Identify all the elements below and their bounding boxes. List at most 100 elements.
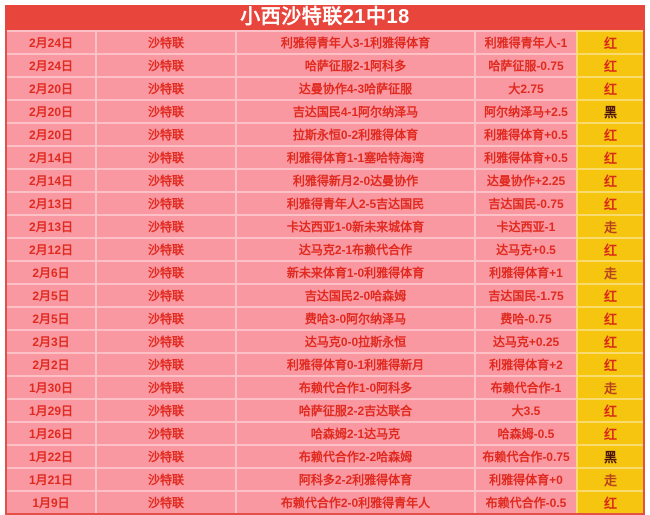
table-row: 2月24日 沙特联 利雅得青年人3-1利雅得体育 利雅得青年人-1 红 — [7, 30, 643, 53]
table-row: 1月29日 沙特联 哈萨征服2-2吉达联合 大3.5 红 — [7, 398, 643, 421]
match-cell: 卡达西亚1-0新未来城体育 — [235, 214, 474, 237]
league-cell: 沙特联 — [95, 53, 235, 76]
league-cell: 沙特联 — [95, 191, 235, 214]
league-cell: 沙特联 — [95, 306, 235, 329]
match-cell: 利雅得体育1-1塞哈特海湾 — [235, 145, 474, 168]
match-cell: 吉达国民2-0哈森姆 — [235, 283, 474, 306]
table-row: 2月20日 沙特联 达曼协作4-3哈萨征服 大2.75 红 — [7, 76, 643, 99]
date-cell: 1月22日 — [7, 444, 95, 467]
result-cell: 红 — [576, 145, 643, 168]
handicap-cell: 阿尔纳泽马+2.5 — [474, 99, 576, 122]
match-cell: 达马克0-0拉斯永恒 — [235, 329, 474, 352]
table-row: 2月12日 沙特联 达马克2-1布赖代合作 达马克+0.5 红 — [7, 237, 643, 260]
match-cell: 布赖代合作2-0利雅得青年人 — [235, 490, 474, 513]
league-cell: 沙特联 — [95, 145, 235, 168]
handicap-cell: 利雅得体育+0.5 — [474, 122, 576, 145]
league-cell: 沙特联 — [95, 283, 235, 306]
match-cell: 哈萨征服2-1阿科多 — [235, 53, 474, 76]
handicap-cell: 利雅得体育+0 — [474, 467, 576, 490]
result-cell: 黑 — [576, 99, 643, 122]
date-cell: 1月26日 — [7, 421, 95, 444]
table-row: 2月20日 沙特联 拉斯永恒0-2利雅得体育 利雅得体育+0.5 红 — [7, 122, 643, 145]
table-row: 2月24日 沙特联 哈萨征服2-1阿科多 哈萨征服-0.75 红 — [7, 53, 643, 76]
league-cell: 沙特联 — [95, 99, 235, 122]
handicap-cell: 利雅得体育+0.5 — [474, 145, 576, 168]
league-cell: 沙特联 — [95, 398, 235, 421]
handicap-cell: 布赖代合作-1 — [474, 375, 576, 398]
match-cell: 利雅得新月2-0达曼协作 — [235, 168, 474, 191]
match-cell: 阿科多2-2利雅得体育 — [235, 467, 474, 490]
record-table: 2月24日 沙特联 利雅得青年人3-1利雅得体育 利雅得青年人-1 红 2月24… — [5, 30, 645, 515]
date-cell: 2月24日 — [7, 30, 95, 53]
date-cell: 2月13日 — [7, 214, 95, 237]
table-row: 1月21日 沙特联 阿科多2-2利雅得体育 利雅得体育+0 走 — [7, 467, 643, 490]
league-cell: 沙特联 — [95, 467, 235, 490]
handicap-cell: 利雅得青年人-1 — [474, 30, 576, 53]
handicap-cell: 利雅得体育+2 — [474, 352, 576, 375]
result-cell: 红 — [576, 76, 643, 99]
table-row: 1月22日 沙特联 布赖代合作2-2哈森姆 布赖代合作-0.75 黑 — [7, 444, 643, 467]
league-cell: 沙特联 — [95, 76, 235, 99]
match-cell: 达曼协作4-3哈萨征服 — [235, 76, 474, 99]
table-row: 2月13日 沙特联 利雅得青年人2-5吉达国民 吉达国民-0.75 红 — [7, 191, 643, 214]
match-cell: 利雅得青年人2-5吉达国民 — [235, 191, 474, 214]
match-cell: 费哈3-0阿尔纳泽马 — [235, 306, 474, 329]
league-cell: 沙特联 — [95, 490, 235, 513]
result-cell: 红 — [576, 283, 643, 306]
league-cell: 沙特联 — [95, 237, 235, 260]
handicap-cell: 吉达国民-0.75 — [474, 191, 576, 214]
league-cell: 沙特联 — [95, 444, 235, 467]
date-cell: 2月20日 — [7, 122, 95, 145]
table-body: 2月24日 沙特联 利雅得青年人3-1利雅得体育 利雅得青年人-1 红 2月24… — [7, 30, 643, 513]
date-cell: 2月3日 — [7, 329, 95, 352]
page-title: 小西沙特联21中18 — [5, 5, 645, 30]
record-board: 小西沙特联21中18 2月24日 沙特联 利雅得青年人3-1利雅得体育 利雅得青… — [5, 5, 645, 515]
table-row: 2月2日 沙特联 利雅得体育0-1利雅得新月 利雅得体育+2 红 — [7, 352, 643, 375]
league-cell: 沙特联 — [95, 329, 235, 352]
date-cell: 2月24日 — [7, 53, 95, 76]
table-row: 2月6日 沙特联 新未来体育1-0利雅得体育 利雅得体育+1 走 — [7, 260, 643, 283]
date-cell: 1月21日 — [7, 467, 95, 490]
table-row: 2月14日 沙特联 利雅得体育1-1塞哈特海湾 利雅得体育+0.5 红 — [7, 145, 643, 168]
result-cell: 红 — [576, 398, 643, 421]
handicap-cell: 吉达国民-1.75 — [474, 283, 576, 306]
handicap-cell: 大2.75 — [474, 76, 576, 99]
table-row: 1月30日 沙特联 布赖代合作1-0阿科多 布赖代合作-1 走 — [7, 375, 643, 398]
date-cell: 1月29日 — [7, 398, 95, 421]
result-cell: 走 — [576, 260, 643, 283]
table-row: 2月20日 沙特联 吉达国民4-1阿尔纳泽马 阿尔纳泽马+2.5 黑 — [7, 99, 643, 122]
handicap-cell: 哈萨征服-0.75 — [474, 53, 576, 76]
result-cell: 走 — [576, 375, 643, 398]
league-cell: 沙特联 — [95, 352, 235, 375]
result-cell: 红 — [576, 168, 643, 191]
handicap-cell: 布赖代合作-0.5 — [474, 490, 576, 513]
date-cell: 2月14日 — [7, 145, 95, 168]
result-cell: 红 — [576, 191, 643, 214]
result-cell: 红 — [576, 329, 643, 352]
table-row: 2月3日 沙特联 达马克0-0拉斯永恒 达马克+0.25 红 — [7, 329, 643, 352]
league-cell: 沙特联 — [95, 168, 235, 191]
result-cell: 黑 — [576, 444, 643, 467]
result-cell: 红 — [576, 490, 643, 513]
date-cell: 2月12日 — [7, 237, 95, 260]
match-cell: 吉达国民4-1阿尔纳泽马 — [235, 99, 474, 122]
league-cell: 沙特联 — [95, 122, 235, 145]
result-cell: 红 — [576, 30, 643, 53]
handicap-cell: 利雅得体育+1 — [474, 260, 576, 283]
handicap-cell: 达曼协作+2.25 — [474, 168, 576, 191]
result-cell: 红 — [576, 306, 643, 329]
date-cell: 2月6日 — [7, 260, 95, 283]
date-cell: 2月20日 — [7, 76, 95, 99]
league-cell: 沙特联 — [95, 214, 235, 237]
league-cell: 沙特联 — [95, 30, 235, 53]
result-cell: 走 — [576, 214, 643, 237]
result-cell: 红 — [576, 53, 643, 76]
match-cell: 新未来体育1-0利雅得体育 — [235, 260, 474, 283]
table-row: 2月13日 沙特联 卡达西亚1-0新未来城体育 卡达西亚-1 走 — [7, 214, 643, 237]
table-row: 1月26日 沙特联 哈森姆2-1达马克 哈森姆-0.5 红 — [7, 421, 643, 444]
match-cell: 布赖代合作2-2哈森姆 — [235, 444, 474, 467]
match-cell: 利雅得体育0-1利雅得新月 — [235, 352, 474, 375]
league-cell: 沙特联 — [95, 421, 235, 444]
table-row: 2月5日 沙特联 吉达国民2-0哈森姆 吉达国民-1.75 红 — [7, 283, 643, 306]
result-cell: 红 — [576, 352, 643, 375]
